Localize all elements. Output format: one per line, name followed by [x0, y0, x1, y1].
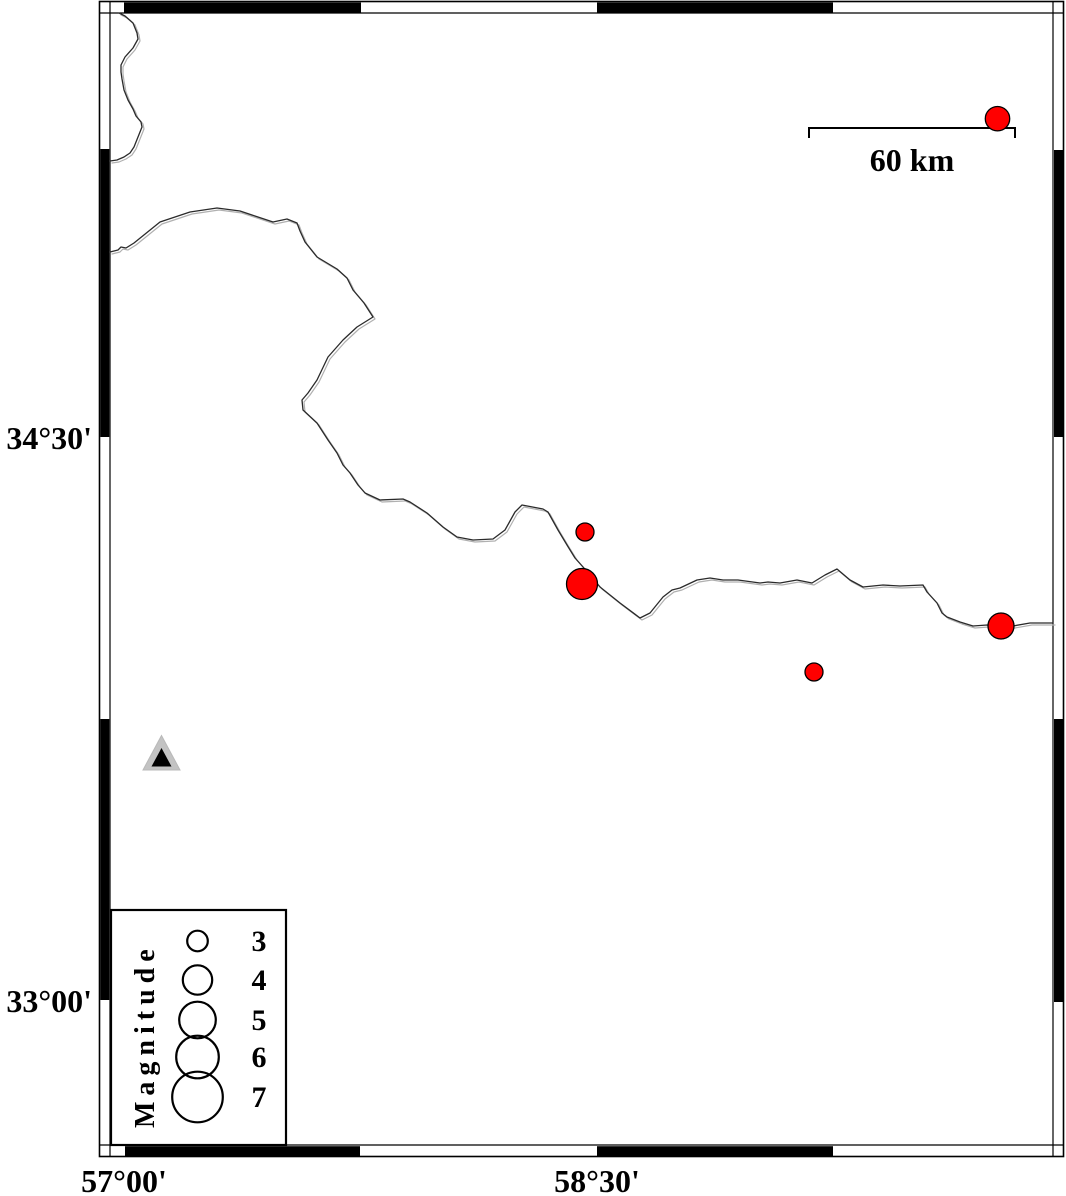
earthquake-markers: [565, 105, 1015, 682]
frame-outer-rect: [98, 0, 1065, 1158]
legend-label-m7: 7: [252, 1081, 267, 1114]
legend-circle-m7: [171, 1070, 224, 1124]
legend-label-m3: 3: [252, 925, 267, 958]
earthquake-marker: [575, 522, 595, 542]
legend-title: Magnitude: [130, 943, 161, 1128]
legend-box: [109, 908, 288, 1147]
legend-entries: 3 4 5 6 7: [171, 925, 267, 1124]
frame-segment: [100, 719, 110, 1000]
frame-segment: [125, 1146, 360, 1157]
lat-label-34-30: 34°30': [6, 420, 92, 456]
frame-segment: [597, 1146, 833, 1157]
frame-segment: [1054, 150, 1063, 437]
frame-segment: [100, 149, 110, 437]
station-triangle-inner: [151, 748, 172, 767]
scale-bar-line: [808, 127, 1016, 138]
legend-circle-m3: [186, 929, 209, 953]
earthquake-marker: [804, 662, 824, 682]
station-marker: [142, 734, 181, 771]
border-main-line: [109, 207, 1054, 627]
border-corner-shadow: [111, 14, 145, 164]
lon-label-57-00: 57°00': [81, 1163, 167, 1196]
earthquake-marker: [984, 105, 1011, 132]
legend-label-m4: 4: [252, 964, 267, 997]
lat-label-33-00: 33°00': [6, 983, 92, 1019]
legend-circle-m5: [178, 1000, 217, 1040]
earthquake-marker: [987, 612, 1015, 640]
frame-segment: [1054, 719, 1063, 1002]
axis-labels: 34°30' 33°00' 57°00' 58°30': [6, 420, 640, 1196]
lon-label-58-30: 58°30': [554, 1163, 640, 1196]
magnitude-legend: Magnitude 3 4 5 6 7: [109, 908, 288, 1147]
boundary-lines: [109, 12, 1056, 629]
earthquake-marker: [565, 567, 599, 601]
legend-label-m6: 6: [252, 1041, 267, 1074]
scale-bar-label: 60 km: [870, 142, 955, 178]
legend-label-m5: 5: [252, 1004, 267, 1037]
frame-segment: [597, 2, 833, 13]
border-main-shadow: [111, 209, 1056, 629]
legend-circle-m4: [181, 964, 214, 996]
border-corner-line: [109, 12, 143, 162]
frame-segment: [124, 2, 361, 13]
legend-circle-m6: [175, 1034, 220, 1080]
scale-bar: 60 km: [808, 127, 1016, 178]
